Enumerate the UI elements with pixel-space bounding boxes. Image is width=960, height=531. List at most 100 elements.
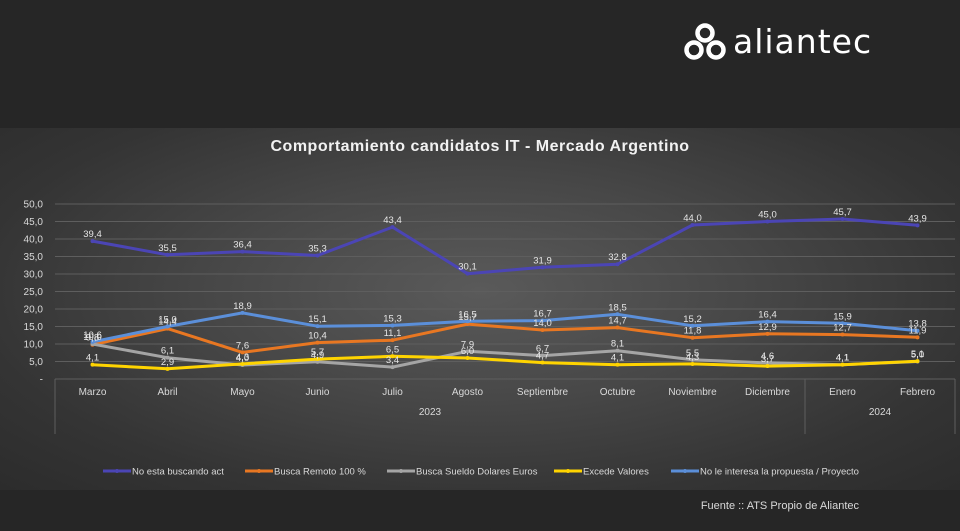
data-point <box>690 335 695 340</box>
data-point <box>390 365 395 370</box>
legend-marker <box>399 469 403 473</box>
source-note: Fuente :: ATS Propio de Aliantec <box>700 500 859 512</box>
series-line <box>91 311 919 344</box>
series-line <box>91 342 919 369</box>
data-label: 4,6 <box>761 351 774 362</box>
year-label: 2024 <box>869 407 892 418</box>
legend-label: Excede Valores <box>583 467 649 478</box>
y-tick-label: 25,0 <box>24 287 44 298</box>
data-label: 3,4 <box>386 355 399 366</box>
data-label: 4,1 <box>611 353 624 364</box>
data-point <box>765 219 770 224</box>
data-label: 35,3 <box>308 243 327 254</box>
data-label: 4,0 <box>236 353 249 364</box>
data-point <box>540 328 545 332</box>
data-point <box>390 338 395 343</box>
data-point <box>690 361 695 366</box>
data-label: 14,4 <box>158 317 177 328</box>
data-label: 4,1 <box>86 353 99 364</box>
data-label: 45,7 <box>833 207 852 218</box>
data-point <box>615 362 620 367</box>
data-label: 18,5 <box>608 302 627 313</box>
x-tick-label: Diciembre <box>745 387 790 398</box>
data-point <box>165 355 170 360</box>
data-label: 13,8 <box>908 319 927 330</box>
data-label: 15,2 <box>683 314 702 325</box>
y-tick-label: 30,0 <box>24 270 44 281</box>
y-tick-label: 5,0 <box>29 357 43 368</box>
data-label: 3,7 <box>761 354 774 365</box>
y-tick-label: - <box>40 375 43 386</box>
data-point <box>840 217 845 222</box>
data-point <box>615 325 620 330</box>
data-point <box>765 319 770 324</box>
data-label: 45,0 <box>758 210 777 221</box>
y-tick-label: 15,0 <box>24 322 44 333</box>
data-label: 12,7 <box>833 323 852 334</box>
data-point <box>540 360 545 365</box>
data-label: 2,9 <box>161 357 174 368</box>
data-label: 5,5 <box>686 348 699 359</box>
header-area: aliantec <box>0 0 960 128</box>
data-label: 15,3 <box>383 313 402 324</box>
x-tick-label: Febrero <box>900 387 935 398</box>
x-tick-label: Junio <box>306 387 330 398</box>
line-chart: - 5,0 10,0 15,0 20,0 25,0 30,0 35,0 40,0 45,0 50,0… <box>24 200 956 478</box>
data-label: 6,5 <box>386 344 399 355</box>
x-tick-label: Septiembre <box>517 387 569 398</box>
aliantec-logo-icon <box>684 23 726 60</box>
legend-label: Busca Sueldo Dolares Euros <box>416 467 538 478</box>
series-line <box>91 217 919 276</box>
y-tick-label: 10,0 <box>24 340 44 351</box>
data-label: 6,7 <box>536 344 549 355</box>
data-point <box>240 350 245 355</box>
legend-label: No esta buscando act <box>132 467 224 478</box>
data-point <box>315 340 320 345</box>
x-tick-label: Marzo <box>79 387 107 398</box>
data-label: 31,9 <box>533 255 552 266</box>
data-label: 4,7 <box>536 351 549 362</box>
y-tick-label: 50,0 <box>24 200 44 211</box>
brand-name: aliantec <box>733 22 873 61</box>
data-label: 4,9 <box>311 350 324 361</box>
data-label: 6,1 <box>161 346 174 357</box>
series-line <box>91 322 919 354</box>
data-point <box>915 359 920 364</box>
data-label: 5,0 <box>911 350 924 361</box>
data-label: 44,0 <box>683 213 702 224</box>
data-label: 4,3 <box>686 352 699 363</box>
data-point <box>315 253 320 258</box>
data-point <box>465 322 470 327</box>
data-label: 7,6 <box>236 340 249 351</box>
data-label: 15,7 <box>458 312 477 323</box>
data-point <box>240 310 245 315</box>
legend-marker <box>115 469 119 473</box>
data-point <box>615 312 620 317</box>
data-label: 11,8 <box>684 326 702 337</box>
data-label: 32,8 <box>608 252 627 263</box>
data-label: 43,4 <box>383 215 402 226</box>
data-point <box>165 366 170 371</box>
data-point <box>690 223 695 227</box>
y-tick-label: 20,0 <box>24 305 44 316</box>
data-label: 11,9 <box>909 325 927 336</box>
data-label: 6,0 <box>461 346 474 357</box>
data-point <box>165 252 170 257</box>
data-point <box>840 321 845 326</box>
data-point <box>465 319 470 324</box>
data-point <box>615 262 620 267</box>
data-label: 10,4 <box>308 331 327 342</box>
y-tick-label: 45,0 <box>24 217 44 228</box>
data-point <box>915 335 920 340</box>
data-point <box>390 225 395 230</box>
series-line <box>91 354 919 371</box>
legend-label: Busca Remoto 100 % <box>274 467 366 478</box>
data-point <box>690 323 695 328</box>
data-point <box>90 239 95 244</box>
data-point <box>90 362 95 367</box>
data-label: 7,9 <box>461 339 474 350</box>
data-point <box>765 364 770 369</box>
data-point <box>315 324 320 329</box>
data-point <box>765 360 770 365</box>
